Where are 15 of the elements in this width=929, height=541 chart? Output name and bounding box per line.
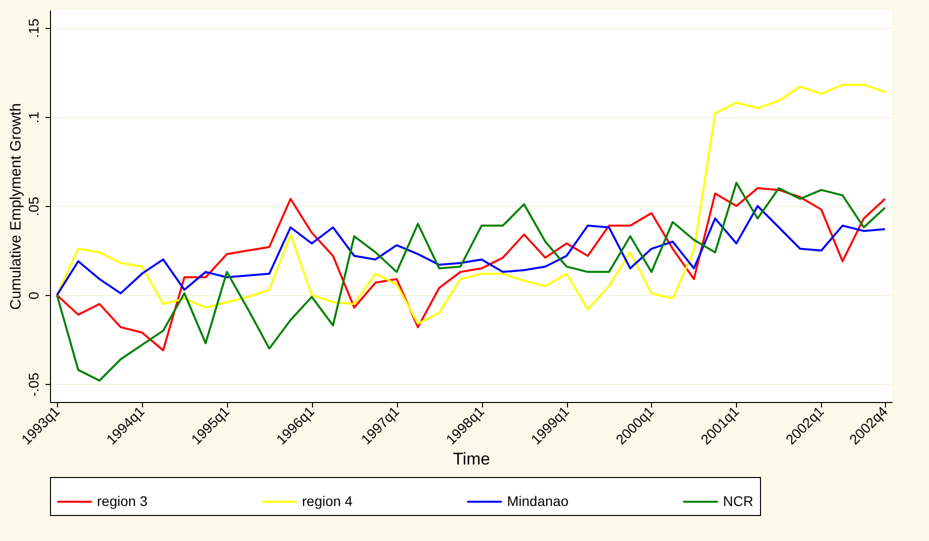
- y-tick-label: .15: [26, 18, 42, 38]
- y-axis-title: Cumulative Emplyment Growth: [8, 103, 24, 310]
- line-series: [56, 84, 886, 325]
- y-tick-label: .05: [26, 196, 42, 216]
- legend-label: Mindanao: [507, 492, 569, 509]
- y-tick-label: .1: [26, 111, 42, 124]
- legend-label: region 3: [97, 492, 148, 509]
- x-axis-title: Time: [452, 449, 490, 468]
- legend-label: NCR: [723, 492, 754, 509]
- legend-label: region 4: [302, 492, 353, 509]
- line-series: [56, 205, 886, 296]
- y-tick-label: 0: [26, 291, 42, 300]
- y-tick-label: -.05: [26, 372, 42, 397]
- line-series: [56, 182, 886, 382]
- line-series: [56, 187, 886, 352]
